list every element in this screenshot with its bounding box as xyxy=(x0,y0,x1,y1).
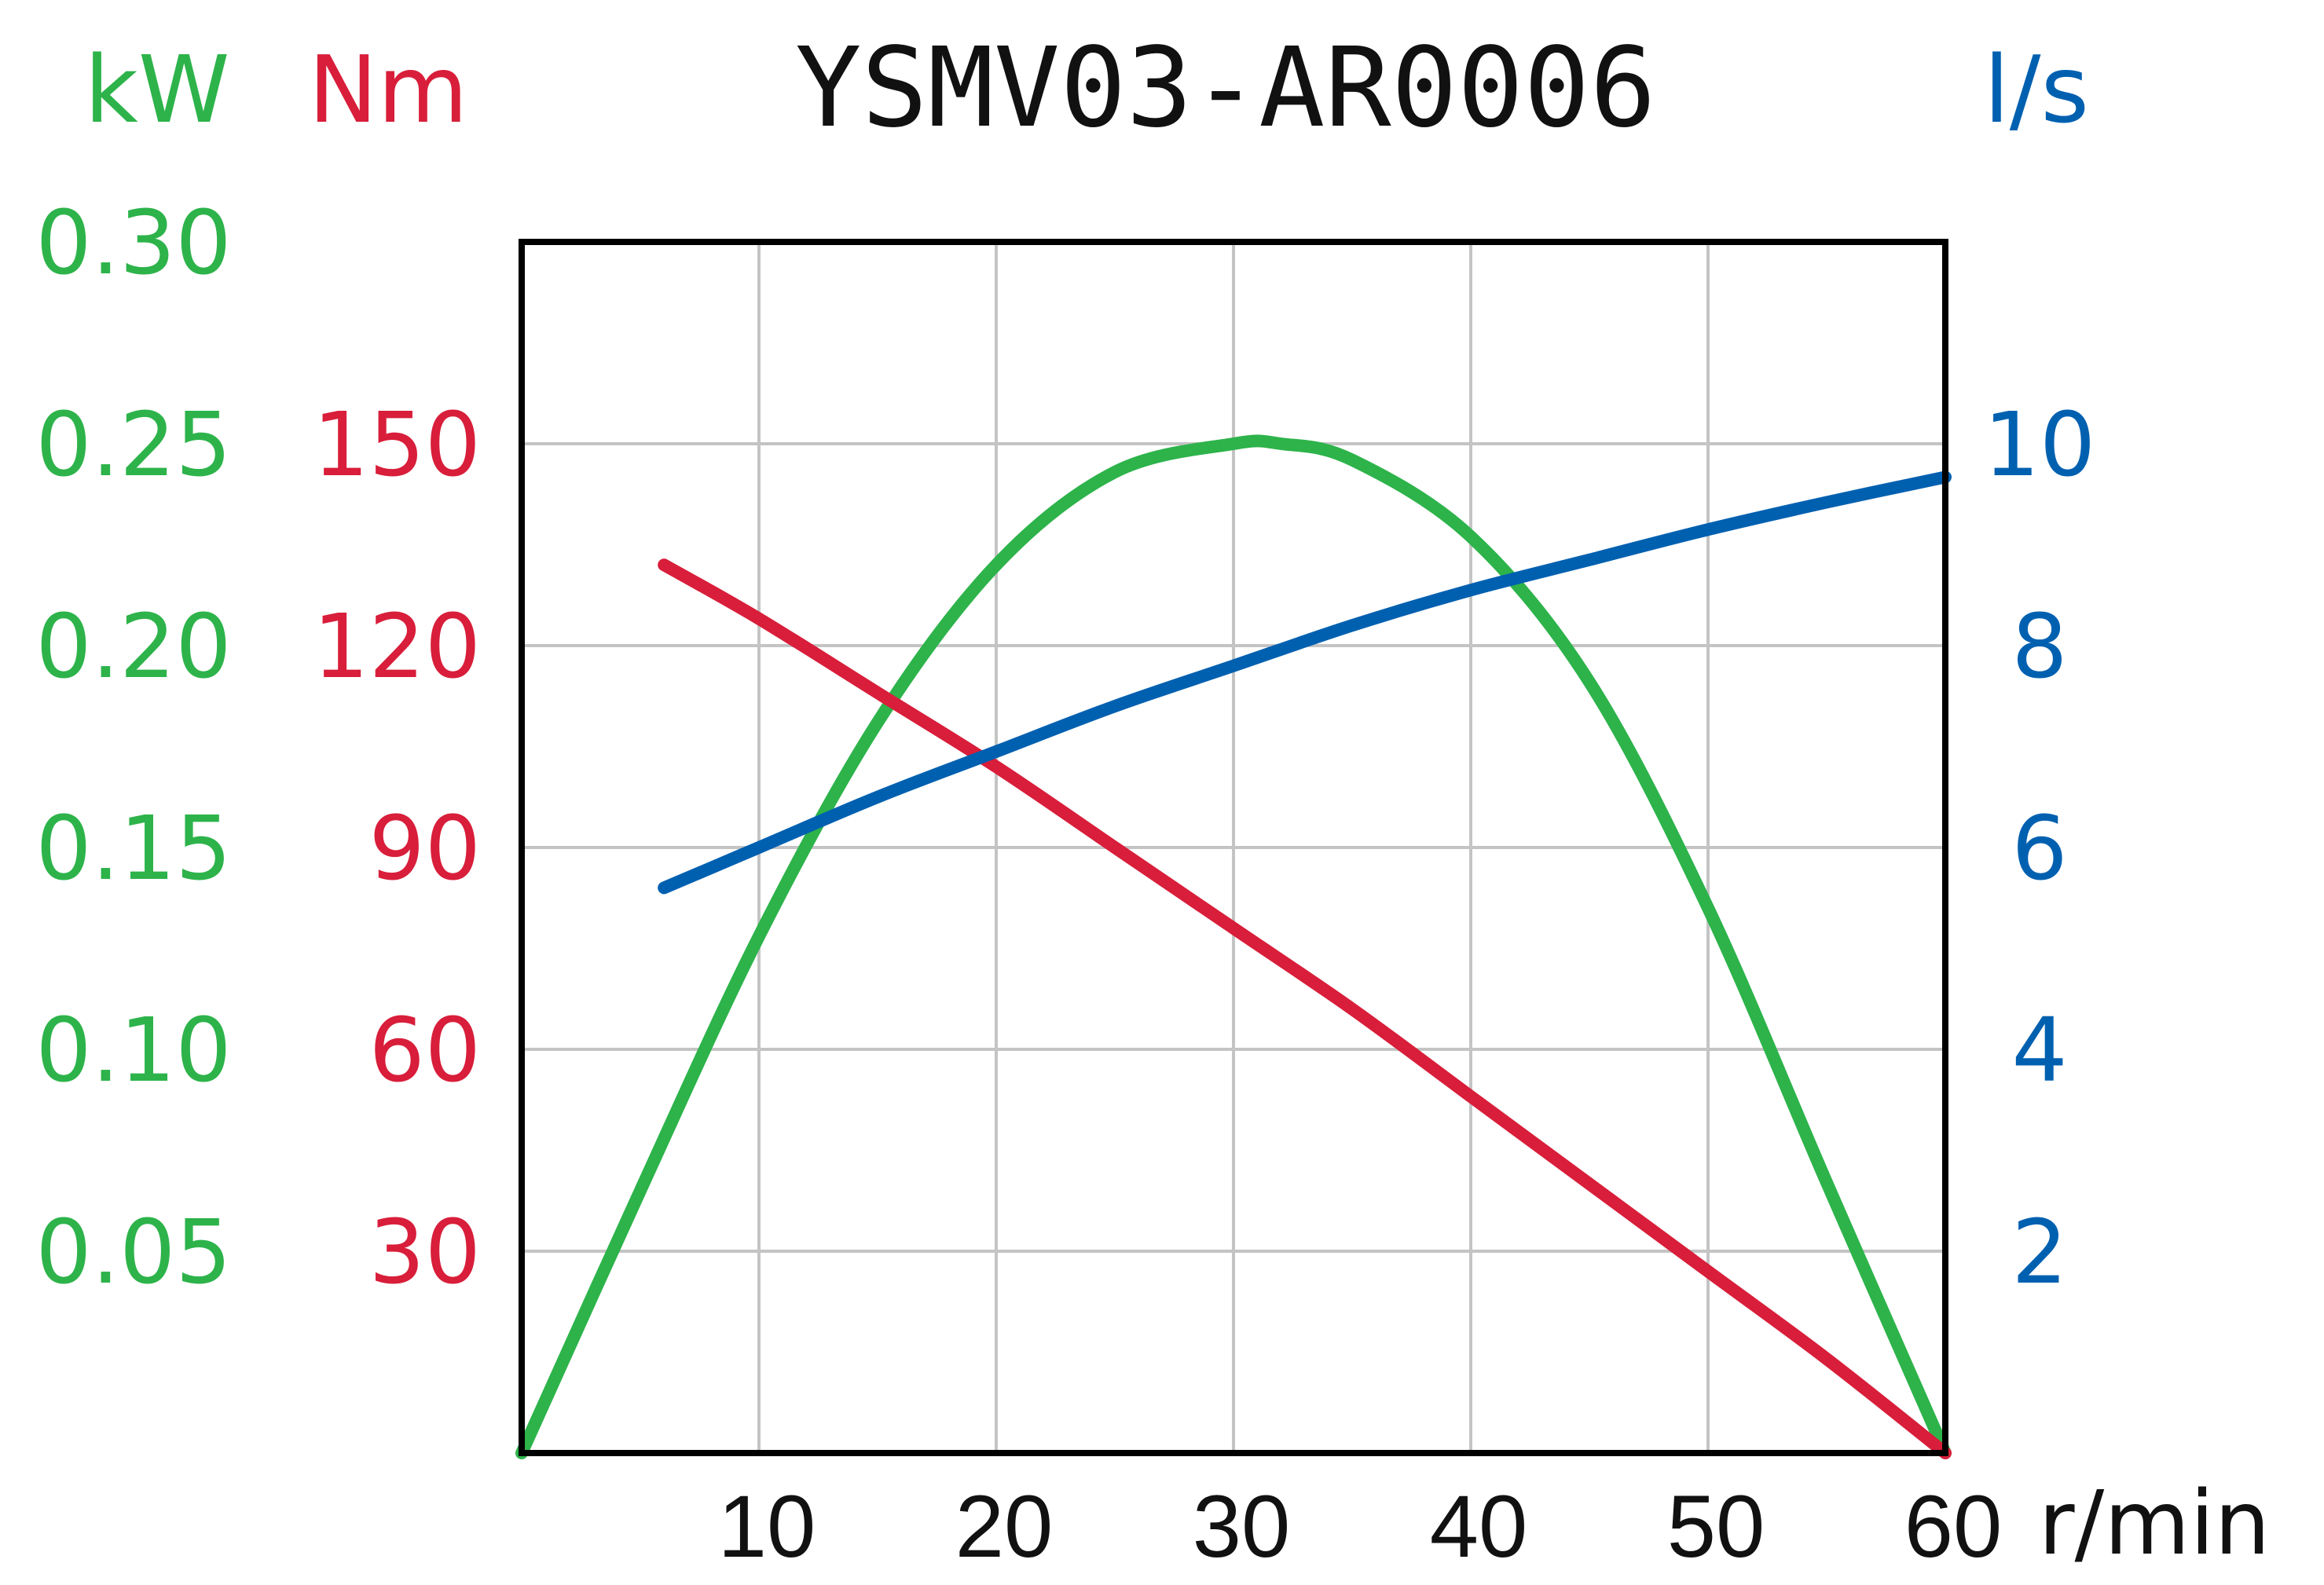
series-line-power xyxy=(515,434,1952,1459)
flow-tick-label: 4 xyxy=(2011,1000,2067,1102)
power-tick-label: 0.10 xyxy=(35,1000,231,1102)
power-axis-unit: kW xyxy=(84,35,229,144)
flow-tick-label: 6 xyxy=(2011,798,2067,900)
torque-tick-label: 120 xyxy=(313,596,481,698)
series-layer xyxy=(515,434,1952,1459)
x-tick-label: 40 xyxy=(1430,1477,1528,1576)
torque-tick-label: 30 xyxy=(368,1202,481,1304)
flow-tick-label: 2 xyxy=(2011,1202,2067,1304)
series-line-flow xyxy=(658,470,1952,895)
flow-tick-label: 10 xyxy=(1984,394,2096,496)
chart-title: YSMV03-AR0006 xyxy=(795,24,1656,152)
x-tick-labels: 10 20 30 40 50 60 xyxy=(718,1477,2003,1576)
power-tick-label: 0.25 xyxy=(35,394,231,496)
x-axis-label: r/min xyxy=(2039,1473,2271,1575)
series-line-torque xyxy=(658,558,1952,1459)
flow-tick-labels: 10 8 6 4 2 xyxy=(1984,394,2096,1304)
power-tick-label: 0.15 xyxy=(35,798,231,900)
torque-tick-label: 150 xyxy=(313,394,481,496)
torque-tick-label: 60 xyxy=(368,1000,481,1102)
torque-tick-label: 90 xyxy=(368,798,481,900)
power-tick-label: 0.05 xyxy=(35,1202,231,1304)
torque-axis-unit: Nm xyxy=(308,35,467,144)
x-tick-label: 30 xyxy=(1193,1477,1291,1576)
torque-tick-labels: 150 120 90 60 30 xyxy=(313,394,481,1304)
power-tick-labels: 0.30 0.25 0.20 0.15 0.10 0.05 xyxy=(35,192,231,1304)
power-tick-label: 0.20 xyxy=(35,596,231,698)
flow-tick-label: 8 xyxy=(2011,596,2067,698)
x-tick-label: 50 xyxy=(1667,1477,1765,1576)
x-tick-label: 20 xyxy=(955,1477,1054,1576)
x-tick-label: 60 xyxy=(1904,1477,2003,1576)
power-tick-label: 0.30 xyxy=(35,192,231,295)
x-tick-label: 10 xyxy=(718,1477,816,1576)
flow-axis-unit: l/s xyxy=(1984,35,2089,144)
plot-frame xyxy=(519,239,1948,1456)
